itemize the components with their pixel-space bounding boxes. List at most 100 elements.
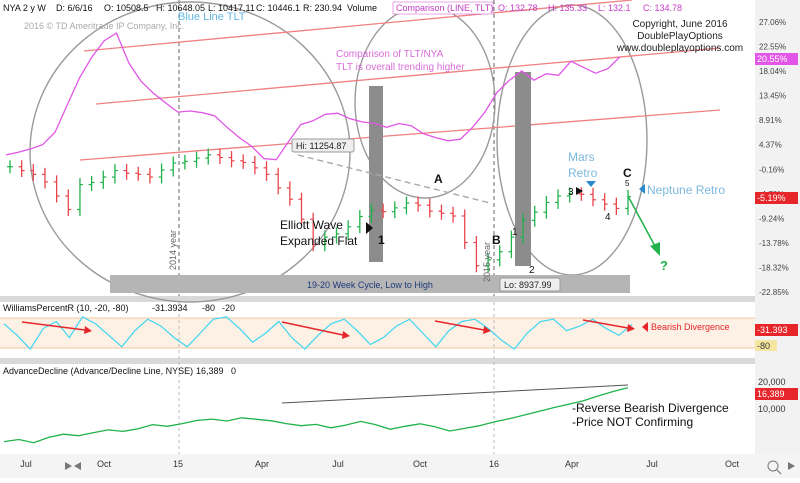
- mars-marker-icon: [586, 181, 596, 187]
- header-date: D: 6/6/16: [56, 3, 93, 13]
- wave-label-A: A: [434, 172, 443, 186]
- time-axis-label: 15: [173, 459, 183, 469]
- bearish-div-marker-icon: [642, 322, 648, 332]
- wave-label-5: 5: [625, 179, 630, 188]
- wave-label-C: C: [623, 166, 632, 180]
- hi-trendline: [297, 154, 491, 204]
- price-tick-label: 4.37%: [759, 141, 782, 150]
- hi-label-box: [291, 138, 355, 153]
- scroll-right-icon[interactable]: [788, 462, 795, 470]
- price-tick-label: -13.78%: [759, 239, 789, 248]
- price-tick-label: 27.06%: [759, 18, 786, 27]
- wave3-arrow-icon: [576, 187, 583, 195]
- div-arrowhead-3-icon: [483, 326, 491, 334]
- adline-mid-tick: 10,000: [758, 404, 786, 414]
- hi-label: Hi: 11254.87: [296, 141, 346, 151]
- channel-bottom: [79, 109, 721, 161]
- price-value-badge: [755, 192, 798, 204]
- lo-label-box: [499, 277, 561, 292]
- williams-lower: -80: [202, 303, 215, 313]
- pane-divider[interactable]: [0, 358, 755, 364]
- div-arrowhead-1-icon: [84, 326, 92, 334]
- comparison-note-line2: TLT is overall trending higher: [336, 62, 465, 73]
- channel-top: [83, 0, 633, 52]
- time-axis-label: 16: [489, 459, 499, 469]
- williams-upper: -20: [222, 303, 235, 313]
- mars-retro-line1: Mars: [568, 150, 595, 164]
- time-axis: Jul Oct 15 Apr Jul Oct 16 Apr Jul Oct: [20, 459, 739, 469]
- wave-label-1b: 1: [512, 227, 518, 238]
- adline-title[interactable]: AdvanceDecline (Advance/Decline Line, NY…: [3, 366, 193, 376]
- partial-title: Blue Line TLT: [178, 11, 246, 23]
- div-arrow-1: [21, 321, 86, 331]
- wave-label-3: 3: [568, 187, 574, 198]
- williams-title[interactable]: WilliamsPercentR (10, -20, -80): [3, 303, 129, 313]
- projection-arrow-icon: [650, 242, 660, 256]
- williams-badge-text: -31.393: [757, 325, 788, 335]
- header-open: O: 10508.5: [104, 3, 149, 13]
- price-tick-label: -9.24%: [759, 214, 784, 223]
- price-value-badge-text: -5.19%: [757, 193, 786, 203]
- projection-question: ?: [660, 258, 668, 273]
- header-comparison: Comparison (LINE, TLT): [396, 3, 493, 13]
- zoom-icon[interactable]: [767, 460, 779, 472]
- time-axis-label: Jul: [646, 459, 658, 469]
- header-high: H: 10648.05: [156, 3, 205, 13]
- adline-value: 16,389: [196, 366, 224, 376]
- reverse-div-line2: -Price NOT Confirming: [572, 415, 693, 429]
- time-axis-label: Apr: [255, 459, 269, 469]
- copyright-line1: Copyright, June 2016: [632, 19, 728, 30]
- williams-line: [3, 316, 633, 351]
- wave-label-B: B: [492, 233, 501, 247]
- pane-divider[interactable]: [0, 296, 755, 302]
- elliott-line2: Expanded Flat: [280, 234, 358, 248]
- div-arrow-4: [582, 319, 629, 329]
- year-label-2014: 2014 year: [168, 230, 178, 270]
- adline-line: [3, 387, 629, 444]
- cycle-high-bar-2: [515, 72, 531, 266]
- header-cmp-high: H: 135.33: [548, 3, 587, 13]
- williams-badge2-text: -80: [757, 341, 770, 351]
- div-arrowhead-4-icon: [627, 324, 635, 332]
- time-axis-label: Apr: [565, 459, 579, 469]
- copyright-line3: www.doubleplayoptions.com: [616, 43, 743, 54]
- williams-divergence-arrows: [21, 319, 648, 339]
- header-close: C: 10446.1: [256, 3, 300, 13]
- header-volume[interactable]: Volume: [347, 3, 377, 13]
- neptune-retro-label: Neptune Retro: [647, 183, 725, 197]
- div-arrow-2: [281, 321, 344, 336]
- zoom-handle: [776, 469, 782, 475]
- cmp-value-badge: [755, 53, 798, 65]
- div-arrow-3: [434, 320, 485, 331]
- bearish-divergence-label: Bearish Divergence: [651, 322, 730, 332]
- time-axis-label: Jul: [332, 459, 344, 469]
- adline-badge: [755, 388, 798, 400]
- header-cmp-open: O: 132.78: [498, 3, 538, 13]
- header-symbol[interactable]: NYA 2 y W: [3, 3, 46, 13]
- year-label-2015: 2015 year: [482, 242, 492, 282]
- drawing-tool-icon[interactable]: [65, 462, 72, 470]
- tlt-comparison-line: [5, 32, 621, 161]
- adline-badge-text: 16,389: [757, 389, 785, 399]
- cmp-value-badge-text: 20.55%: [757, 54, 788, 64]
- wave-label-4: 4: [605, 212, 611, 223]
- channel-middle: [95, 47, 721, 105]
- comparison-tag[interactable]: [392, 1, 494, 15]
- header-cmp-close: C: 134.78: [643, 3, 682, 13]
- lo-label: Lo: 8937.99: [504, 280, 552, 290]
- watermark-text: 2016 © TD Ameritrade IP Company, Inc.: [24, 21, 184, 31]
- projection-line: [627, 195, 657, 249]
- price-tick-label: -0.16%: [759, 165, 784, 174]
- price-tick-label: 13.45%: [759, 92, 786, 101]
- price-tick-label: 8.91%: [759, 116, 782, 125]
- adline-top-tick: 20,000: [758, 377, 786, 387]
- williams-badge2: [755, 340, 777, 351]
- williams-value: -31.3934: [152, 303, 188, 313]
- price-tick-label: 18.04%: [759, 67, 786, 76]
- drawing-tool-icon-2[interactable]: [74, 462, 81, 470]
- header-range: R: 230.94: [303, 3, 342, 13]
- neptune-marker-icon: [639, 184, 645, 194]
- zoom-controls[interactable]: [767, 460, 795, 475]
- header-bar: NYA 2 y W D: 6/6/16 O: 10508.5 H: 10648.…: [3, 1, 682, 15]
- header-cmp-low: L: 132.1: [598, 3, 631, 13]
